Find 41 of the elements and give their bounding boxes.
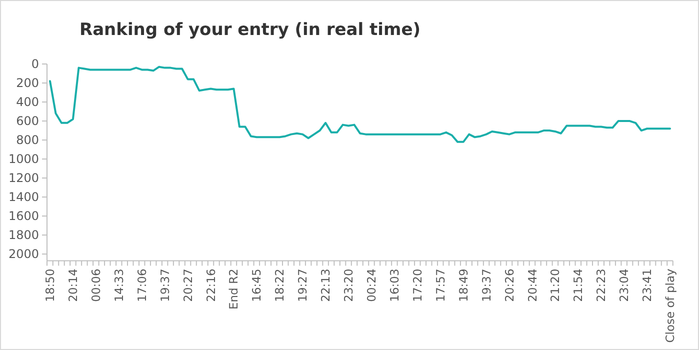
x-tick-label: 20:26	[502, 268, 516, 302]
y-tick-label: 400	[16, 95, 39, 110]
y-tick-label: 2000	[8, 247, 39, 262]
y-tick-label: 1200	[8, 171, 39, 186]
x-tick-label: 21:20	[548, 268, 562, 302]
x-tick-label: 16:45	[250, 268, 264, 302]
x-tick-label: 23:20	[342, 268, 356, 302]
x-tick-label: 19:37	[479, 268, 494, 302]
line-series	[49, 66, 671, 143]
x-tick-label: 20:14	[66, 268, 80, 302]
x-tick-label: 22:13	[318, 268, 333, 302]
x-tick-label: 18:49	[456, 268, 470, 302]
x-tick-label: 16:03	[387, 268, 402, 302]
y-tick-label: 1000	[8, 152, 39, 166]
x-tick-label: 23:04	[617, 268, 632, 302]
y-tick-label: 1600	[8, 209, 39, 224]
x-tick-label: End R2	[226, 268, 241, 310]
y-tick-label: 0	[31, 57, 39, 72]
x-tick-label: Close of play	[663, 268, 678, 343]
x-tick-label: 00:06	[88, 268, 103, 302]
x-tick-label: 22:23	[594, 268, 608, 302]
x-tick-label: 19:37	[158, 268, 172, 302]
x-tick-label: 21:54	[571, 268, 586, 302]
x-tick-label: 18:50	[43, 268, 58, 302]
x-tick-label: 17:57	[433, 268, 448, 302]
x-tick-label: 18:22	[272, 268, 287, 302]
x-tick-label: 00:24	[364, 268, 379, 302]
chart-title: Ranking of your entry (in real time)	[79, 20, 421, 40]
y-tick-label: 1400	[8, 190, 39, 204]
x-tick-label: 22:16	[204, 268, 218, 302]
x-tick-label: 14:33	[112, 268, 126, 302]
y-tick-label: 200	[16, 76, 39, 90]
x-tick-label: 19:27	[296, 268, 310, 302]
x-tick-label: 23:41	[640, 268, 654, 302]
x-tick-label: 20:44	[525, 268, 540, 302]
y-tick-label: 600	[16, 114, 39, 128]
y-tick-label: 1800	[8, 228, 39, 242]
x-tick-label: 20:27	[180, 268, 195, 302]
x-tick-label: 17:06	[134, 268, 149, 302]
x-tick-label: 17:20	[410, 268, 424, 302]
y-tick-label: 800	[16, 133, 39, 148]
